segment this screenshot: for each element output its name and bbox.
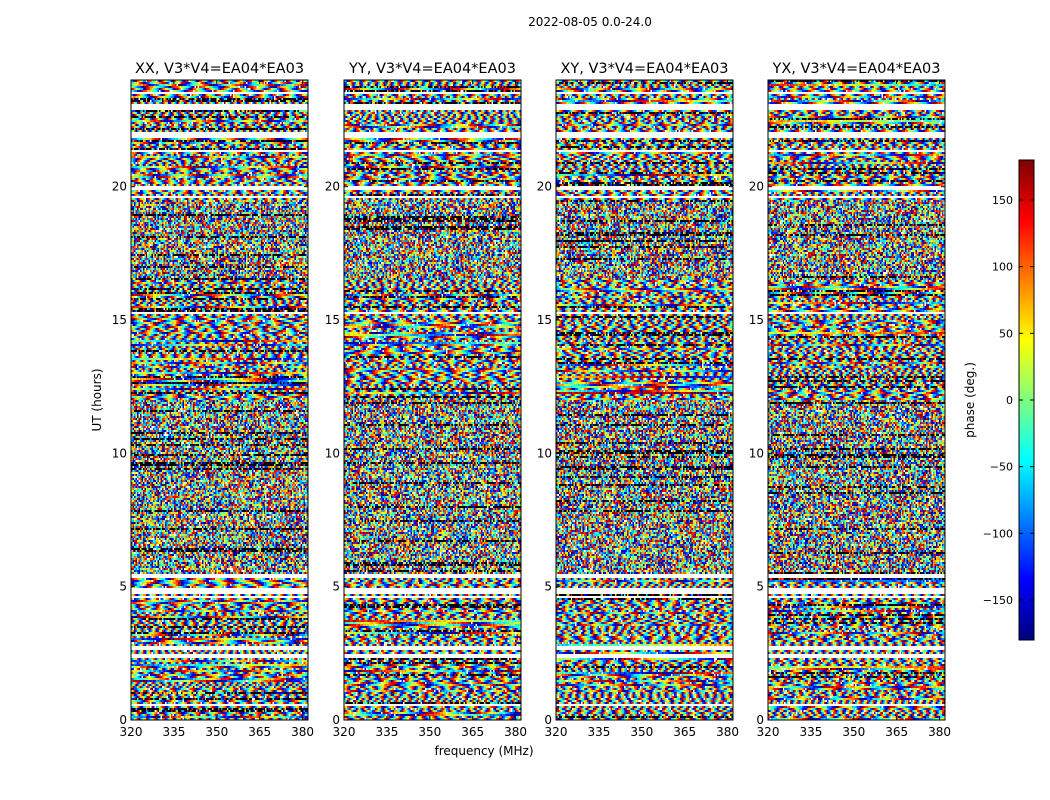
- y-tick-label: 0: [119, 713, 127, 727]
- y-tick-label: 5: [119, 580, 127, 594]
- colorbar-tick-label: 100: [992, 261, 1013, 274]
- panel-title: XX, V3*V4=EA04*EA03: [135, 61, 304, 77]
- panel-title: XY, V3*V4=EA04*EA03: [560, 61, 728, 77]
- colorbar: 150 100 50 0 −50 −100 −150: [983, 159, 1035, 641]
- y-tick-label: 0: [544, 713, 552, 727]
- panel-frame: [130, 79, 309, 721]
- x-tick-label: 365: [461, 725, 484, 739]
- y-tick-label: 10: [537, 446, 552, 460]
- x-tick-label: 335: [587, 725, 610, 739]
- heatmap-panel-0: [131, 80, 308, 720]
- x-tick-label: 335: [162, 725, 185, 739]
- y-tick-label: 5: [544, 580, 552, 594]
- x-tick-label: 365: [248, 725, 271, 739]
- panels: XX, V3*V4=EA04*EA03 0 5 10 15 20 320 335 350 365 3…: [112, 61, 951, 739]
- y-tick-label: 15: [537, 313, 552, 327]
- y-tick-label: 20: [749, 180, 764, 194]
- x-tick-label: 335: [375, 725, 398, 739]
- panel-title: YY, V3*V4=EA04*EA03: [348, 61, 516, 77]
- y-tick-label: 20: [537, 180, 552, 194]
- x-tick-label: 320: [120, 725, 143, 739]
- panel-1: YY, V3*V4=EA04*EA03 0 5 10 15 20 320 335 350 365 3…: [325, 61, 527, 739]
- y-tick-label: 10: [325, 446, 340, 460]
- x-tick-label: 380: [928, 725, 951, 739]
- x-tick-label: 350: [842, 725, 865, 739]
- x-tick-label: 335: [799, 725, 822, 739]
- panel-frame: [555, 79, 734, 721]
- colorbar-label: phase (deg.): [963, 362, 977, 438]
- x-tick-label: 380: [504, 725, 527, 739]
- y-tick-label: 20: [112, 180, 127, 194]
- x-tick-label: 320: [757, 725, 780, 739]
- y-tick-label: 5: [756, 580, 764, 594]
- x-tick-label: 380: [291, 725, 314, 739]
- y-tick-label: 15: [325, 313, 340, 327]
- x-tick-label: 320: [545, 725, 568, 739]
- figure-suptitle: 2022-08-05 0.0-24.0: [528, 15, 652, 29]
- colorbar-tick-label: −150: [983, 594, 1013, 607]
- y-tick-label: 10: [749, 446, 764, 460]
- panel-frame: [343, 79, 522, 721]
- colorbar-tick-label: 150: [992, 194, 1013, 207]
- panel-2: XY, V3*V4=EA04*EA03 0 5 10 15 20 320 335 350 365 3…: [537, 61, 739, 739]
- panel-frame: [767, 79, 946, 721]
- panel-title: YX, V3*V4=EA04*EA03: [771, 61, 940, 77]
- x-tick-label: 350: [205, 725, 228, 739]
- x-tick-label: 320: [333, 725, 356, 739]
- x-tick-label: 350: [418, 725, 441, 739]
- colorbar-tick-label: 0: [1006, 394, 1013, 407]
- x-tick-label: 350: [630, 725, 653, 739]
- panel-3: YX, V3*V4=EA04*EA03 0 5 10 15 20 320 335 350 365 3…: [749, 61, 951, 739]
- y-tick-label: 0: [756, 713, 764, 727]
- y-tick-label: 15: [749, 313, 764, 327]
- x-axis-label: frequency (MHz): [434, 744, 533, 758]
- y-axis-label: UT (hours): [90, 368, 104, 431]
- heatmap-panel-1: [344, 80, 521, 720]
- x-tick-label: 380: [716, 725, 739, 739]
- y-tick-label: 20: [325, 180, 340, 194]
- y-tick-label: 0: [332, 713, 340, 727]
- colorbar-tick-label: −100: [983, 527, 1013, 540]
- y-tick-label: 5: [332, 580, 340, 594]
- heatmap-panel-2: [556, 80, 733, 720]
- panel-0: XX, V3*V4=EA04*EA03 0 5 10 15 20 320 335 350 365 3…: [112, 61, 314, 739]
- y-tick-label: 10: [112, 446, 127, 460]
- y-tick-label: 15: [112, 313, 127, 327]
- colorbar-tick-label: 50: [999, 327, 1013, 340]
- x-tick-label: 365: [673, 725, 696, 739]
- x-tick-label: 365: [885, 725, 908, 739]
- colorbar-tick-label: −50: [990, 461, 1013, 474]
- heatmap-panel-3: [768, 80, 945, 720]
